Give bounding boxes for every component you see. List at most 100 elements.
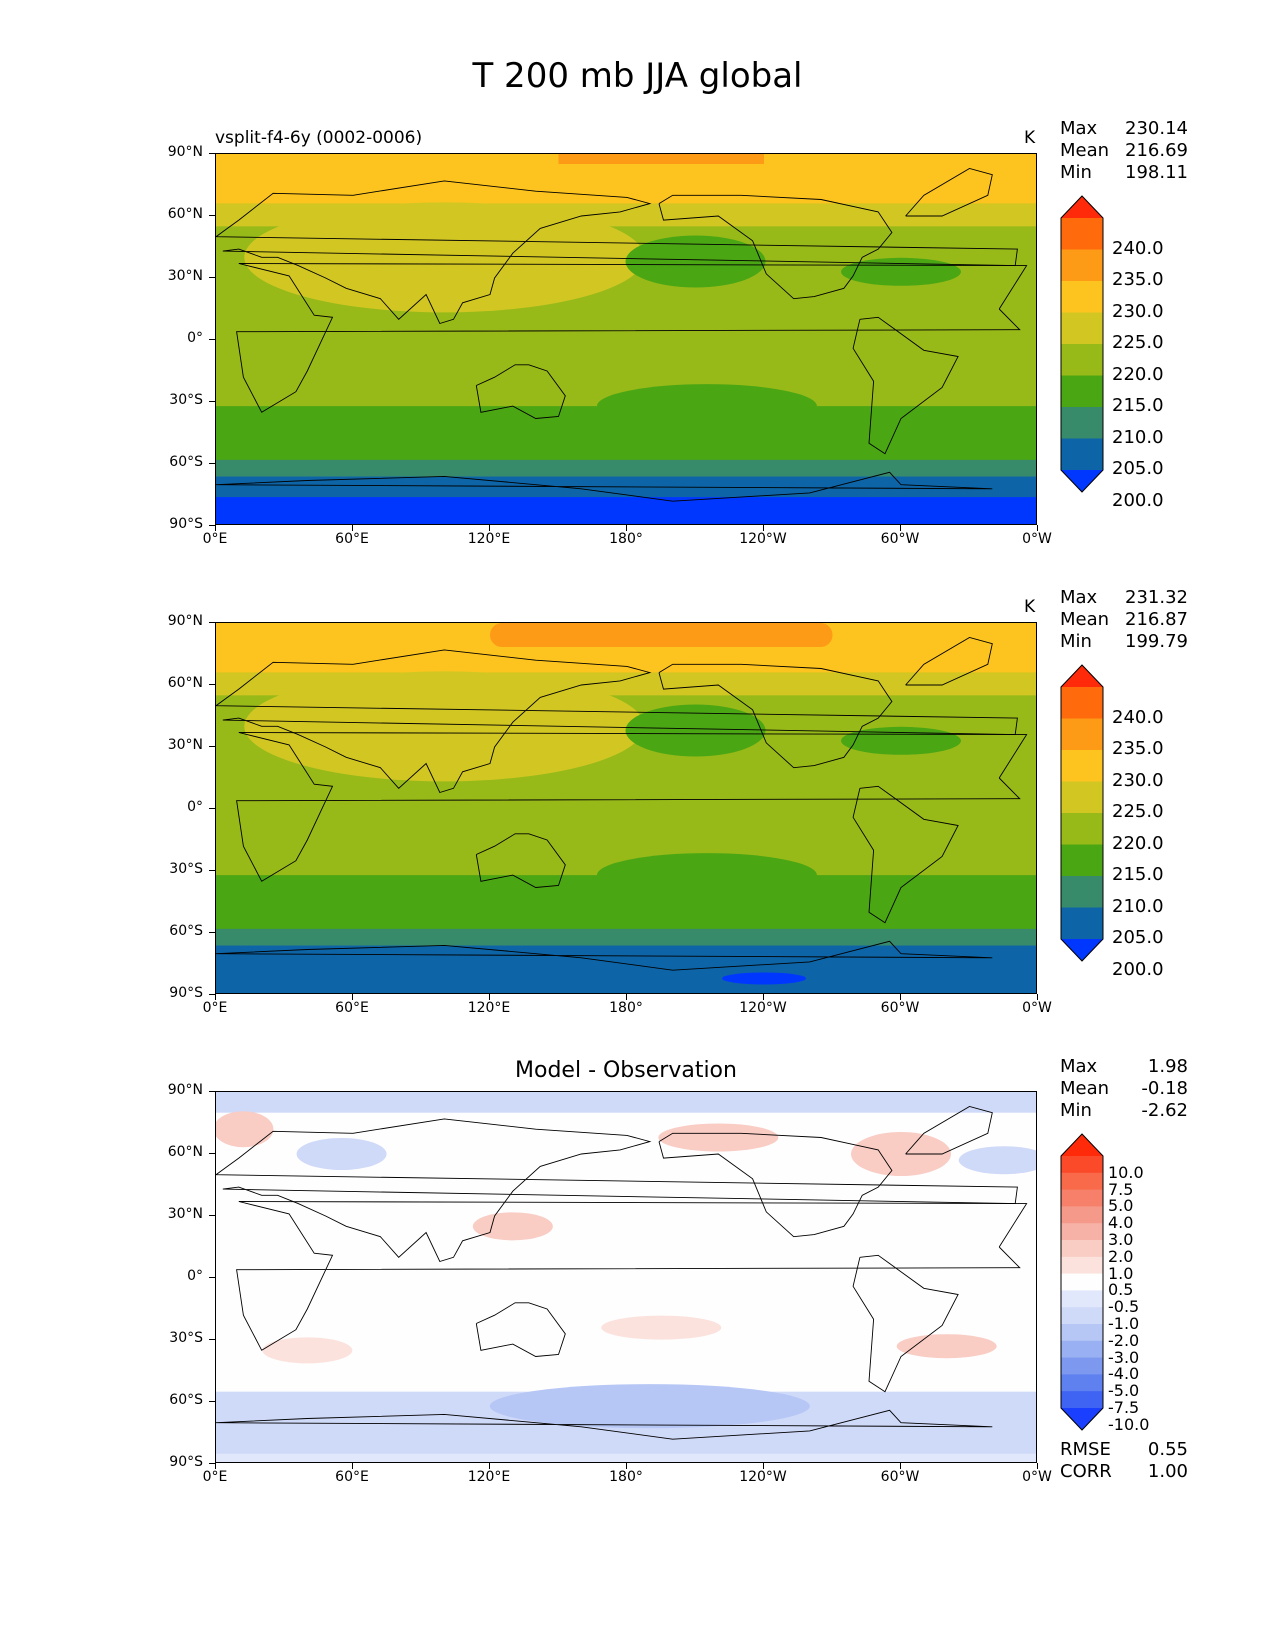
y-tick-mark	[209, 463, 215, 464]
x-tick-label: 0°W	[1022, 1000, 1052, 1016]
colorbar	[1060, 1133, 1104, 1431]
colorbar-outline	[1060, 195, 1104, 493]
x-tick-mark	[1037, 1463, 1038, 1469]
colorbar-label: 235.0	[1112, 269, 1164, 290]
y-tick-mark	[209, 401, 215, 402]
coastline	[852, 785, 959, 924]
field-band-205-teal	[216, 928, 1036, 946]
colorbar-extend-bottom	[1061, 939, 1103, 961]
field-blob-pos	[896, 1334, 997, 1359]
y-tick-label: 30°N	[167, 737, 203, 753]
field-blob-pos	[851, 1132, 951, 1176]
field-band-200	[216, 497, 1036, 524]
colorbar-label: 2.0	[1108, 1246, 1134, 1266]
field-blob-neg	[958, 1146, 1036, 1175]
y-tick-mark	[209, 870, 215, 871]
y-tick-label: 0°	[187, 330, 203, 346]
map-field	[216, 1092, 1036, 1462]
stat-value: 198.11	[1125, 162, 1188, 183]
coastline	[905, 1106, 993, 1155]
x-tick-mark	[900, 1463, 901, 1469]
colorbar-segment	[1061, 907, 1103, 940]
colorbar-label: -4.0	[1108, 1364, 1140, 1384]
colorbar-segment	[1061, 781, 1103, 814]
coastline	[658, 194, 893, 300]
coastline	[216, 471, 993, 502]
x-tick-label: 60°E	[335, 531, 369, 547]
colorbar-segment	[1061, 1172, 1103, 1191]
y-tick-label: 30°S	[169, 861, 203, 877]
map-field	[216, 623, 1036, 993]
colorbar-segment	[1061, 375, 1103, 408]
stat-label: Mean	[1060, 1078, 1110, 1099]
y-tick-mark	[209, 746, 215, 747]
colorbar-label: -0.5	[1108, 1297, 1140, 1317]
x-tick-mark	[352, 525, 353, 531]
y-tick-label: 30°S	[169, 392, 203, 408]
panel-left-title: vsplit-f4-6y (0002-0006)	[215, 128, 423, 148]
colorbar-segment	[1061, 844, 1103, 877]
colorbar-segment	[1061, 876, 1103, 908]
x-tick-label: 120°E	[467, 1469, 511, 1485]
colorbar-segment	[1061, 1391, 1103, 1409]
colorbar-segment	[1061, 718, 1103, 751]
stat-row: Min 198.11	[1060, 162, 1188, 184]
x-tick-label: 0°W	[1022, 1469, 1052, 1485]
y-tick-label: 90°N	[167, 1082, 203, 1098]
x-tick-mark	[763, 994, 764, 1000]
stat-value: 0.55	[1147, 1439, 1188, 1460]
coastline	[475, 364, 566, 419]
colorbar-label: -2.0	[1108, 1330, 1140, 1350]
stat-row: RMSE 0.55	[1060, 1439, 1188, 1461]
colorbar-label: 220.0	[1112, 363, 1164, 385]
x-tick-mark	[489, 994, 490, 1000]
coastline	[236, 1201, 1028, 1351]
x-tick-label: 120°W	[739, 1000, 787, 1016]
y-tick-label: 60°N	[167, 206, 203, 222]
x-tick-mark	[900, 525, 901, 531]
colorbar-label: -7.5	[1108, 1398, 1140, 1417]
colorbar-segment	[1061, 1189, 1103, 1207]
stat-row: Mean -0.18	[1060, 1078, 1188, 1100]
colorbar-label: 235.0	[1112, 738, 1164, 759]
x-tick-label: 120°E	[467, 1000, 511, 1016]
coastline	[216, 180, 1018, 325]
coastline	[658, 663, 893, 769]
colorbar-segment	[1061, 407, 1103, 439]
x-tick-label: 60°W	[880, 531, 920, 547]
field-blob-pos	[262, 1337, 353, 1364]
field-blob-210-atlantic	[841, 726, 961, 755]
field-blob-210-atlantic	[841, 257, 961, 286]
panel-extra-stats: RMSE 0.55 CORR 1.00	[1060, 1439, 1188, 1483]
colorbar-label: 5.0	[1108, 1196, 1134, 1216]
coastline	[236, 732, 1028, 882]
colorbar-segment	[1061, 1324, 1103, 1342]
x-tick-mark	[215, 525, 216, 531]
map-plot	[215, 622, 1037, 994]
y-tick-mark	[209, 1153, 215, 1154]
x-tick-label: 0°E	[202, 1000, 228, 1016]
colorbar-extend-top	[1061, 1134, 1103, 1156]
colorbar-label: 220.0	[1112, 832, 1164, 854]
field-blob-210-pacific	[625, 704, 766, 757]
colorbar-segment	[1061, 218, 1103, 250]
stat-label: Min	[1060, 162, 1092, 183]
x-tick-label: 180°	[609, 1000, 643, 1016]
field-blob-pos	[472, 1212, 553, 1241]
coastline	[905, 168, 993, 217]
stat-value: 216.87	[1125, 609, 1188, 630]
colorbar-segment	[1061, 1290, 1103, 1308]
map-plot	[215, 1091, 1037, 1463]
x-tick-label: 120°E	[467, 531, 511, 547]
colorbar-label: 215.0	[1112, 395, 1164, 416]
field-band-neg-north	[216, 1092, 1036, 1113]
stat-value: -2.62	[1141, 1100, 1188, 1121]
y-tick-label: 60°S	[169, 454, 203, 470]
colorbar-label: -1.0	[1108, 1314, 1140, 1333]
x-tick-label: 0°E	[202, 1469, 228, 1485]
colorbar-label: 225.0	[1112, 332, 1164, 353]
stat-label: Max	[1060, 587, 1098, 608]
panel-unit: K	[1024, 597, 1036, 617]
stat-label: Max	[1060, 118, 1098, 139]
colorbar-segment	[1061, 1223, 1103, 1241]
